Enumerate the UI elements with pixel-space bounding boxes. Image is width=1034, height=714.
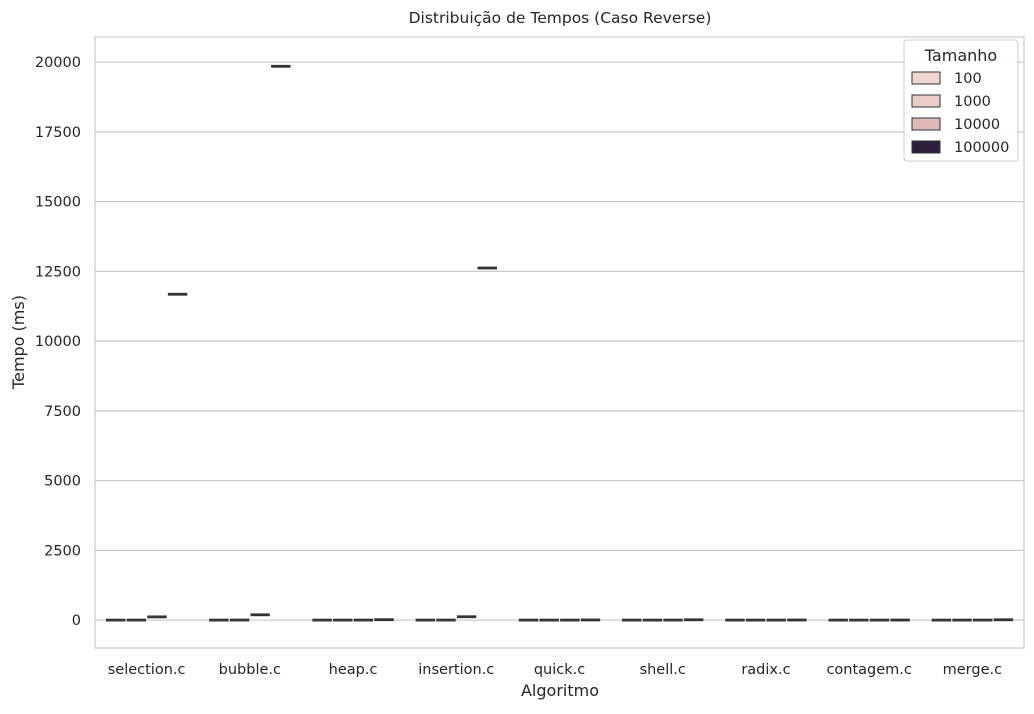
x-tick-label: shell.c <box>640 662 686 678</box>
y-tick-label: 2500 <box>44 543 81 559</box>
x-tick-label: radix.c <box>741 662 790 678</box>
legend-label: 100 <box>954 71 982 87</box>
legend-label: 100000 <box>954 140 1009 156</box>
x-tick-label: contagem.c <box>826 662 911 678</box>
y-tick-label: 12500 <box>35 264 81 280</box>
x-tick-label: quick.c <box>534 662 585 678</box>
legend-label: 1000 <box>954 94 991 110</box>
grid-lines <box>95 61 1024 621</box>
x-axis-ticks: selection.c bubble.c heap.c insertion.c quic… <box>108 662 1002 678</box>
x-axis-label: Algoritmo <box>521 681 599 700</box>
legend-swatch <box>911 117 941 131</box>
y-tick-label: 0 <box>72 613 81 629</box>
x-tick-label: merge.c <box>943 662 1002 678</box>
legend-label: 10000 <box>954 117 1000 133</box>
y-tick-label: 17500 <box>35 125 81 141</box>
plot-area-frame <box>94 36 1025 649</box>
x-tick-label: insertion.c <box>418 662 494 678</box>
legend-swatch <box>911 94 941 108</box>
legend: Tamanho 100 1000 10000 100000 <box>903 39 1019 162</box>
y-tick-label: 15000 <box>35 195 81 211</box>
y-tick-label: 10000 <box>35 334 81 350</box>
y-axis-label: Tempo (ms) <box>9 295 28 390</box>
y-tick-label: 7500 <box>44 404 81 420</box>
legend-swatch <box>911 71 941 85</box>
x-tick-label: heap.c <box>329 662 378 678</box>
y-tick-label: 5000 <box>44 474 81 490</box>
y-axis-ticks: 0 2500 5000 7500 10000 12500 15000 17500 20000 <box>35 55 81 629</box>
legend-swatch <box>911 140 941 154</box>
x-tick-label: bubble.c <box>219 662 281 678</box>
legend-title: Tamanho <box>924 46 997 65</box>
box-marks <box>105 64 1014 622</box>
x-tick-label: selection.c <box>108 662 186 678</box>
y-tick-label: 20000 <box>35 55 81 71</box>
chart-title: Distribuição de Tempos (Caso Reverse) <box>409 9 712 27</box>
legend-frame <box>903 39 1019 162</box>
